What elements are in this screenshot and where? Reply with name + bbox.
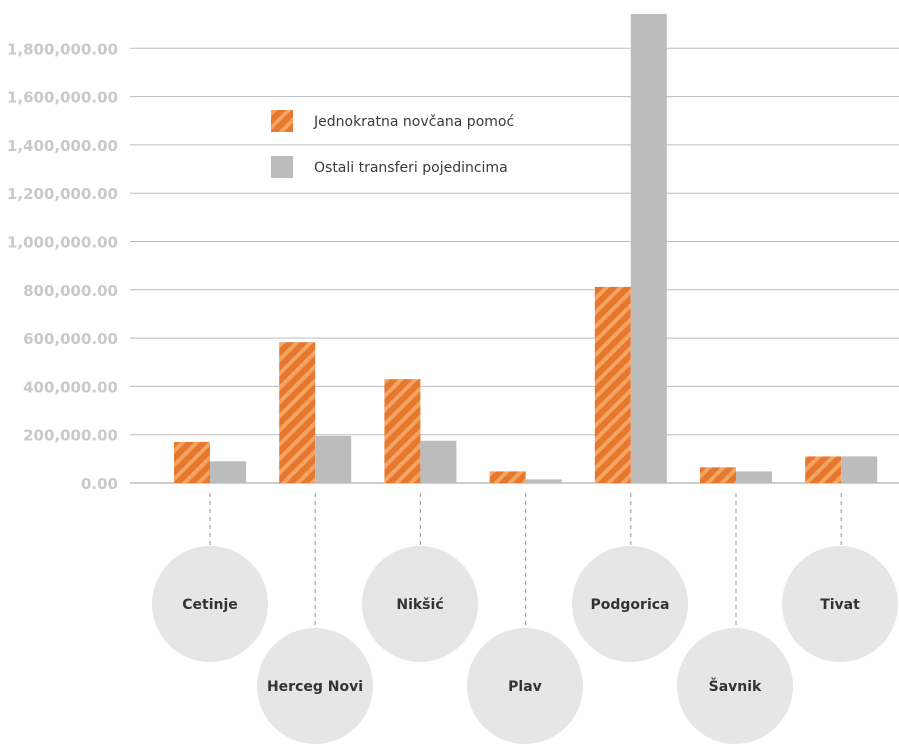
category-circle — [257, 628, 373, 744]
bar-series1 — [700, 467, 736, 483]
bar-series2 — [420, 440, 457, 483]
category-label: Tivat — [820, 597, 860, 613]
category-label: Herceg Novi — [267, 679, 363, 695]
legend-label-series2: Ostali transferi pojedincima — [314, 160, 508, 176]
y-tick-label: 1,600,000.00 — [7, 89, 118, 107]
bar-series2 — [630, 14, 667, 483]
grid-lines — [130, 47, 899, 484]
y-tick-label: 1,800,000.00 — [7, 40, 118, 58]
bar-series1 — [384, 379, 421, 483]
category-circle — [677, 628, 793, 744]
x-axis-categories: Cetinje Herceg Novi Nikšić Plav Podgorica Šav… — [152, 546, 898, 744]
bars — [174, 14, 878, 483]
bar-series2 — [315, 435, 352, 483]
y-tick-label: 1,400,000.00 — [7, 137, 118, 155]
category-circle — [782, 546, 898, 662]
bar-series1 — [594, 286, 631, 483]
category-label: Cetinje — [182, 597, 238, 613]
category-label: Šavnik — [709, 677, 762, 695]
category-label: Podgorica — [591, 597, 670, 613]
category-label: Plav — [508, 679, 542, 695]
category-circle — [362, 546, 478, 662]
category-circle — [467, 628, 583, 744]
bar-series1 — [489, 471, 526, 483]
legend-swatch-series1 — [271, 110, 293, 132]
category-label: Nikšić — [396, 597, 443, 613]
category-circle — [572, 546, 688, 662]
y-tick-label: 800,000.00 — [23, 282, 118, 300]
legend-swatch-series2 — [271, 156, 293, 178]
legend: Jednokratna novčana pomoć Ostali transfe… — [271, 110, 514, 178]
y-tick-label: 400,000.00 — [23, 378, 118, 396]
y-tick-label: 200,000.00 — [23, 427, 118, 445]
y-tick-label: 1,000,000.00 — [7, 234, 118, 252]
y-tick-label: 0.00 — [81, 475, 118, 493]
category-connectors — [209, 493, 842, 628]
bar-series1 — [805, 456, 842, 483]
y-tick-label: 600,000.00 — [23, 330, 118, 348]
y-axis: 0.00 200,000.00 400,000.00 600,000.00 800,00… — [7, 40, 118, 493]
y-tick-label: 1,200,000.00 — [7, 185, 118, 203]
bar-series2 — [525, 479, 562, 483]
bar-series1 — [279, 342, 316, 483]
bar-series1 — [174, 441, 210, 483]
legend-label-series1: Jednokratna novčana pomoć — [313, 114, 514, 130]
category-circle — [152, 546, 268, 662]
bar-series2 — [841, 456, 878, 483]
bar-series2 — [736, 471, 772, 483]
bar-series2 — [210, 461, 246, 483]
